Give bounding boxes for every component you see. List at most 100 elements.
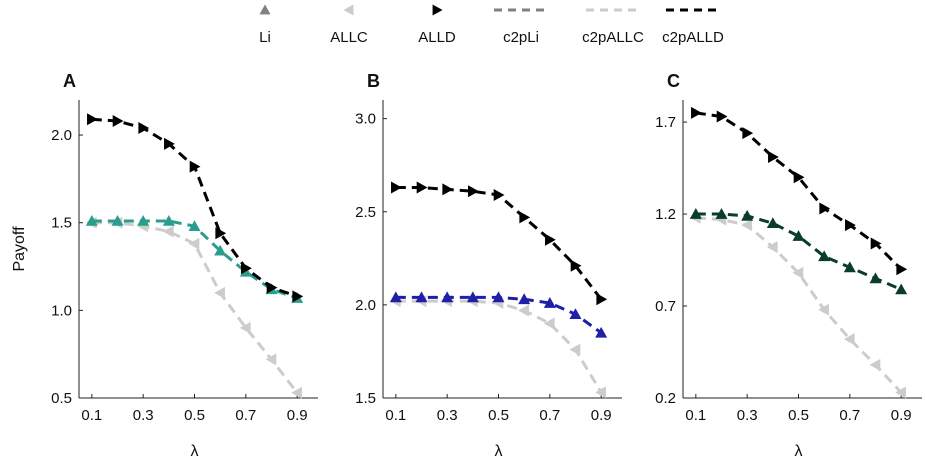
data-point-alld: [845, 219, 856, 232]
data-point-alld: [870, 237, 882, 250]
data-point-li: [214, 244, 227, 256]
x-tick-label: 0.3: [133, 407, 154, 424]
y-tick-label: 1.5: [355, 390, 376, 407]
y-tick-label: 0.7: [655, 298, 676, 315]
data-point-allc: [869, 358, 881, 371]
legend-label: Li: [259, 29, 271, 46]
data-point-alld: [391, 181, 402, 194]
y-tick-label: 2.5: [355, 204, 376, 221]
data-point-alld: [416, 181, 428, 194]
x-tick-label: 0.7: [839, 407, 860, 424]
series-alld: [691, 106, 908, 276]
x-tick-label: 0.9: [287, 407, 308, 424]
x-tick-label: 0.7: [539, 407, 560, 424]
data-point-li: [715, 208, 728, 219]
data-point-alld: [768, 151, 779, 164]
x-tick-label: 0.1: [385, 407, 406, 424]
series-line-li: [91, 219, 298, 300]
x-tick-label: 0.5: [488, 407, 509, 424]
legend-item-li: Li: [259, 4, 271, 46]
legend-item-c2palld: c2pALLD: [662, 8, 724, 46]
legend: Li ALLC ALLD c2pLi c2pALLC c2pALLD: [259, 4, 724, 46]
legend-label: c2pLi: [503, 29, 539, 46]
x-tick-label: 0.1: [685, 407, 706, 424]
data-point-li: [188, 220, 201, 232]
y-tick-label: 1.2: [655, 206, 676, 223]
legend-marker-alld: [432, 4, 443, 16]
data-point-allc: [265, 353, 277, 366]
data-point-allc: [239, 321, 251, 334]
data-point-li: [792, 230, 805, 241]
data-point-alld: [896, 263, 908, 276]
data-point-li: [741, 209, 754, 221]
data-point-alld: [266, 281, 278, 294]
legend-item-c2pli: c2pLi: [494, 8, 548, 46]
data-point-li: [389, 291, 402, 303]
y-axis-title: Payoff: [11, 226, 28, 272]
series-allc: [85, 216, 302, 399]
x-tick-label: 0.3: [737, 407, 758, 424]
series-line-li: [695, 212, 902, 291]
data-point-alld: [87, 113, 98, 126]
panel-a: A 0.5 1.0 1.5 2.0 0.1 0.3 0.5 0.7 0.9 λ Payoff: [11, 71, 318, 460]
data-point-allc: [595, 386, 606, 399]
data-point-li: [689, 208, 702, 219]
data-point-li: [162, 214, 175, 226]
series-li: [389, 291, 608, 338]
legend-item-alld: ALLD: [418, 4, 456, 46]
y-tick-label: 0.5: [51, 390, 72, 407]
data-point-alld: [138, 122, 150, 135]
x-axis-title: λ: [795, 443, 803, 460]
x-tick-label: 0.9: [591, 407, 612, 424]
series-line-allc: [395, 299, 603, 394]
legend-label: c2pALLD: [662, 29, 724, 46]
data-point-allc: [543, 317, 555, 330]
series-line-alld: [395, 186, 603, 301]
legend-label: ALLC: [330, 29, 368, 46]
data-point-alld: [215, 227, 227, 240]
data-point-li: [492, 291, 505, 303]
y-tick-label: 2.0: [355, 297, 376, 314]
data-point-alld: [819, 202, 831, 215]
x-tick-label: 0.9: [891, 407, 912, 424]
series-line-allc: [695, 216, 903, 394]
data-point-allc: [741, 219, 752, 232]
series-line-allc: [91, 221, 299, 394]
data-point-li: [111, 214, 124, 226]
data-point-alld: [691, 106, 702, 119]
legend-label: c2pALLC: [582, 29, 644, 46]
data-point-li: [415, 291, 428, 303]
data-point-li: [869, 272, 882, 284]
data-point-alld: [468, 185, 479, 198]
data-point-alld: [112, 115, 124, 128]
panel-c: C 0.2 0.7 1.2 1.7 0.1 0.3 0.5 0.7 0.9 λ: [655, 71, 922, 460]
data-point-alld: [793, 171, 805, 184]
y-tick-label: 1.0: [51, 302, 72, 319]
data-point-alld: [545, 233, 556, 246]
data-point-li: [137, 214, 150, 226]
data-point-alld: [241, 262, 252, 275]
data-point-alld: [596, 293, 608, 306]
data-point-li: [818, 250, 831, 262]
panel-label: B: [367, 71, 380, 91]
data-point-alld: [189, 160, 201, 173]
data-point-li: [518, 293, 531, 305]
y-tick-label: 1.7: [655, 114, 676, 131]
legend-label: ALLD: [418, 29, 456, 46]
x-tick-label: 0.3: [437, 407, 458, 424]
series-allc: [389, 295, 606, 399]
data-point-alld: [292, 290, 304, 303]
x-tick-label: 0.5: [788, 407, 809, 424]
data-point-li: [441, 291, 454, 303]
series-alld: [391, 181, 608, 306]
data-point-li: [766, 217, 779, 229]
data-point-allc: [766, 241, 778, 254]
panel-b: B 1.5 2.0 2.5 3.0 0.1 0.3 0.5 0.7 0.9 λ: [355, 71, 622, 460]
series-alld: [87, 113, 304, 303]
data-point-alld: [164, 137, 175, 150]
series-li: [689, 208, 908, 295]
y-tick-label: 3.0: [355, 111, 376, 128]
data-point-alld: [716, 110, 728, 123]
data-point-li: [895, 283, 908, 295]
